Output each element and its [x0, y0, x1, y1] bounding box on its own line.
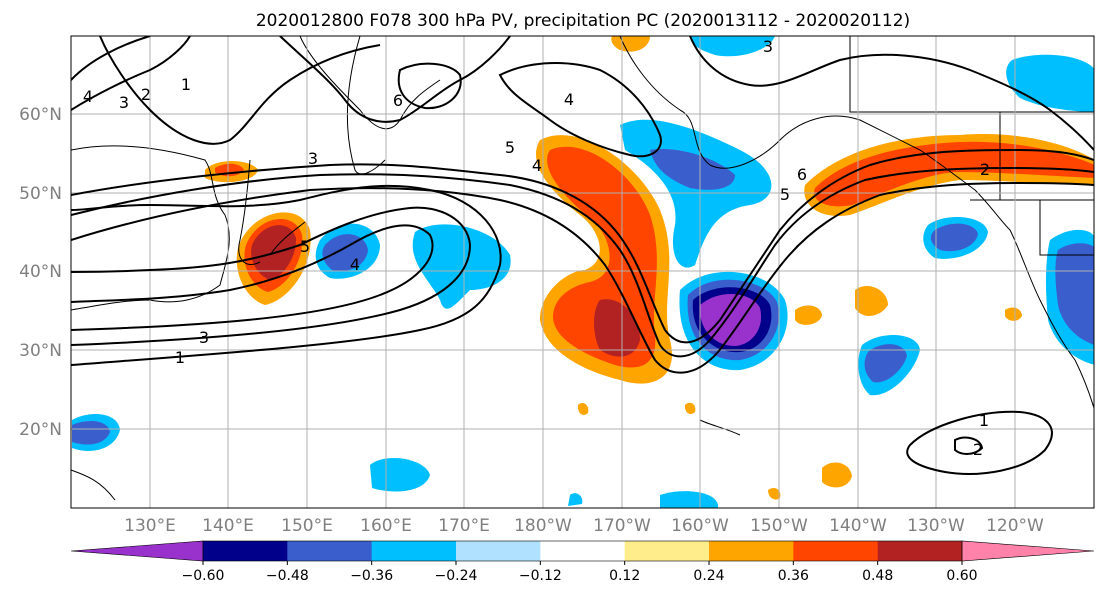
pv-contour-label: 6: [797, 165, 807, 184]
map-panel: 4 3 2 1 6 5 4 6 5 3 4 5 3 1 1 2 2 4 3: [71, 36, 1094, 508]
pv-contour-label: 3: [308, 149, 318, 168]
map-frame: [70, 35, 1095, 509]
pv-contour-label: 3: [763, 37, 773, 56]
lat-label: 30°N: [19, 341, 62, 361]
colorbar-tick-label: −0.24: [435, 568, 478, 584]
pv-contour-label: 5: [505, 138, 515, 157]
colorbar-segment: [371, 541, 457, 561]
colorbar-tick-label: 0.12: [609, 568, 640, 584]
pv-contour-label: 4: [350, 255, 360, 274]
pv-contour-label: 3: [119, 93, 129, 112]
lon-label: 180°W: [514, 516, 572, 536]
coastlines: [71, 36, 1094, 501]
pv-contours: [71, 36, 1094, 475]
pv-contour-label: 3: [199, 328, 209, 347]
pv-contour-label: 5: [300, 237, 310, 256]
pv-contour-label: 4: [83, 87, 93, 106]
pv-contour-label: 1: [181, 75, 191, 94]
lat-label: 40°N: [19, 262, 62, 282]
colorbar-extend-high: [961, 540, 1095, 562]
lat-label: 20°N: [19, 420, 62, 440]
pv-contour-label: 2: [980, 160, 990, 179]
pv-contour-label: 4: [564, 90, 574, 109]
colorbar-tick-label: 0.24: [693, 568, 724, 584]
figure-title: 2020012800 F078 300 hPa PV, precipitatio…: [256, 11, 910, 31]
lon-label: 150°E: [281, 516, 333, 536]
colorbar-tick-label: 0.48: [862, 568, 893, 584]
lon-label: 130°W: [907, 516, 965, 536]
lon-label: 140°E: [202, 516, 254, 536]
pv-contour-label: 6: [393, 91, 403, 110]
colorbar-tick-label: −0.60: [182, 568, 225, 584]
colorbar-segment: [793, 541, 879, 561]
colorbar-tick-label: 0.60: [946, 568, 977, 584]
colorbar-tick-label: −0.12: [519, 568, 562, 584]
latitude-labels: 60°N 50°N 40°N 30°N 20°N: [19, 105, 62, 440]
lon-label: 130°E: [124, 516, 176, 536]
lon-label: 160°E: [360, 516, 412, 536]
colorbar-segment: [287, 541, 373, 561]
lat-label: 50°N: [19, 184, 62, 204]
colorbar-segment: [540, 541, 626, 561]
gridlines: [71, 36, 1094, 508]
pv-contour-label: 1: [979, 411, 989, 430]
colorbar-extend-low: [70, 540, 204, 562]
colorbar-tick-label: 0.36: [778, 568, 809, 584]
pv-contour-label: 1: [175, 348, 185, 367]
lat-label: 60°N: [19, 105, 62, 125]
pv-contour-label: 4: [532, 156, 542, 175]
lon-label: 150°W: [750, 516, 808, 536]
lon-label: 170°W: [593, 516, 651, 536]
colorbar-ticks: −0.60 −0.48 −0.36 −0.24 −0.12 0.12 0.24 0.36 0.4…: [182, 561, 978, 584]
colorbar-tick-label: −0.48: [266, 568, 309, 584]
colorbar-tick-label: −0.36: [350, 568, 393, 584]
colorbar-segment: [709, 541, 794, 561]
pv-contour-label: 2: [141, 85, 151, 104]
colorbar-segment: [456, 541, 541, 561]
lon-label: 170°E: [438, 516, 490, 536]
longitude-labels: 130°E 140°E 150°E 160°E 170°E 180°W 170°…: [124, 516, 1044, 536]
colorbar-segments: [70, 540, 1095, 562]
pv-contour-label: 5: [780, 185, 790, 204]
colorbar-segment: [624, 541, 710, 561]
pv-contour-label: 2: [973, 440, 983, 459]
colorbar: −0.60 −0.48 −0.36 −0.24 −0.12 0.12 0.24 0.36 0.4…: [70, 540, 1095, 584]
colorbar-outline: [202, 540, 963, 562]
colorbar-segment: [877, 541, 963, 561]
lon-label: 120°W: [986, 516, 1044, 536]
lon-label: 160°W: [671, 516, 729, 536]
lon-label: 140°W: [829, 516, 887, 536]
pv-contour-labels: 4 3 2 1 6 5 4 6 5 3 4 5 3 1 1 2 2 4 3: [83, 37, 990, 459]
colorbar-segment: [203, 541, 288, 561]
